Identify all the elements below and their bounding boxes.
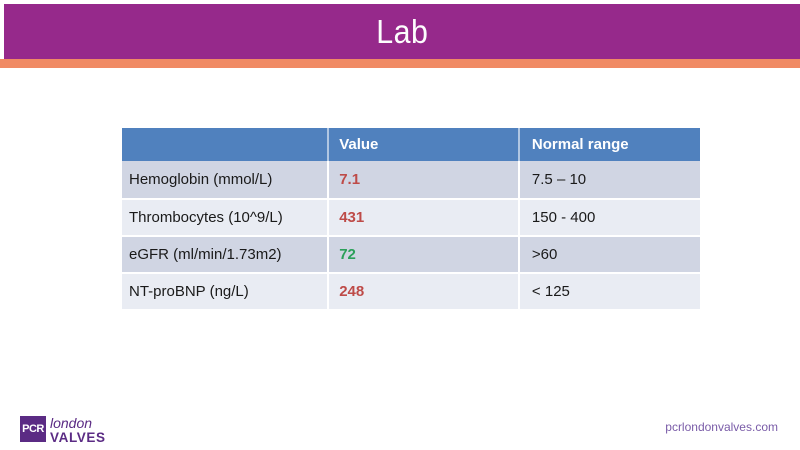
- row-value: 248: [327, 274, 518, 309]
- row-value: 431: [327, 200, 518, 235]
- slide-header-bar: Lab: [4, 4, 800, 59]
- table-row: NT-proBNP (ng/L) 248 < 125: [122, 272, 700, 309]
- row-label: Hemoglobin (mmol/L): [129, 171, 273, 188]
- page-title: Lab: [375, 12, 429, 50]
- header-cell-empty: [122, 128, 327, 161]
- table-row: Thrombocytes (10^9/L) 431 150 - 400: [122, 198, 700, 235]
- pcr-logo-square: PCR: [20, 416, 46, 442]
- row-label: Thrombocytes (10^9/L): [129, 209, 283, 226]
- header-cell-value: Value: [327, 128, 518, 161]
- header-cell-normal-range: Normal range: [517, 128, 700, 161]
- footer-url-link[interactable]: pcrlondonvalves.com: [665, 420, 778, 434]
- table-row: Hemoglobin (mmol/L) 7.1 7.5 – 10: [122, 161, 700, 198]
- row-normal-range: 7.5 – 10: [517, 161, 700, 198]
- row-normal-range: < 125: [517, 274, 700, 309]
- lab-results-table: Value Normal range Hemoglobin (mmol/L) 7…: [122, 128, 700, 309]
- row-value: 7.1: [327, 161, 518, 198]
- row-label: eGFR (ml/min/1.73m2): [129, 246, 282, 263]
- table-header-row: Value Normal range: [122, 128, 700, 161]
- row-value: 72: [327, 237, 518, 272]
- logo-valves-text: VALVES: [50, 430, 106, 445]
- row-label: NT-proBNP (ng/L): [129, 283, 249, 300]
- row-normal-range: 150 - 400: [517, 200, 700, 235]
- logo-wordmark: london VALVES: [50, 416, 106, 445]
- pcr-london-valves-logo: PCR london VALVES: [20, 416, 106, 445]
- logo-london-text: london: [50, 415, 93, 431]
- table-row: eGFR (ml/min/1.73m2) 72 >60: [122, 235, 700, 272]
- accent-strip: [0, 59, 800, 68]
- row-normal-range: >60: [517, 237, 700, 272]
